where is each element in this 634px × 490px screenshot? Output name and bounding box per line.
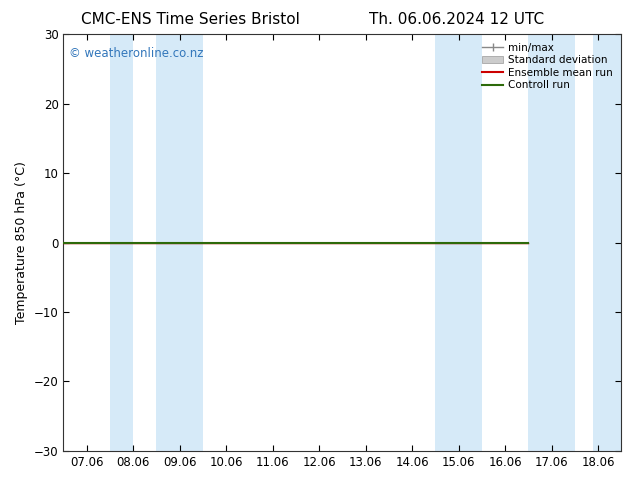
Text: CMC-ENS Time Series Bristol: CMC-ENS Time Series Bristol xyxy=(81,12,300,27)
Bar xyxy=(528,34,575,451)
Bar xyxy=(157,34,203,451)
Y-axis label: Temperature 850 hPa (°C): Temperature 850 hPa (°C) xyxy=(15,161,29,324)
Bar xyxy=(436,34,482,451)
Bar xyxy=(593,34,621,451)
Text: © weatheronline.co.nz: © weatheronline.co.nz xyxy=(69,47,204,60)
Bar xyxy=(110,34,133,451)
Legend: min/max, Standard deviation, Ensemble mean run, Controll run: min/max, Standard deviation, Ensemble me… xyxy=(479,40,616,94)
Text: Th. 06.06.2024 12 UTC: Th. 06.06.2024 12 UTC xyxy=(369,12,544,27)
